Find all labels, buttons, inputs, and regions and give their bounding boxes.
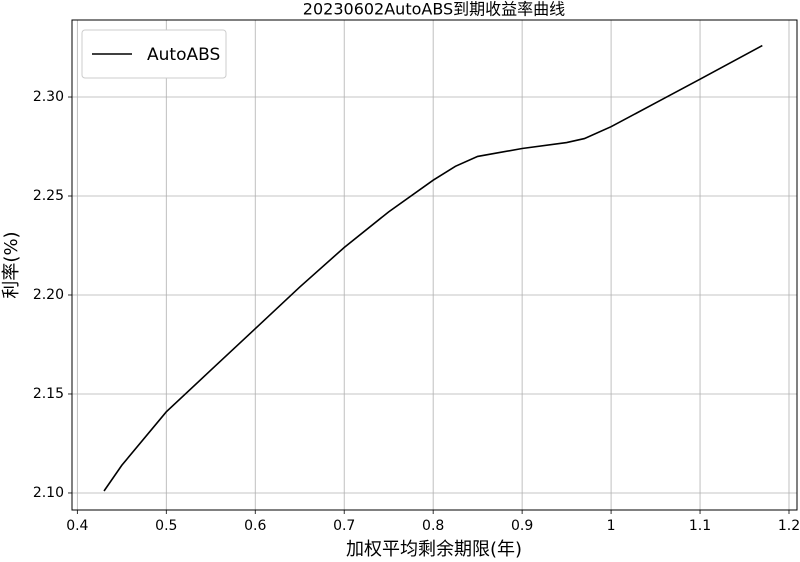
x-tick-label: 0.7 — [333, 518, 355, 534]
plot-frame — [71, 19, 798, 511]
x-tick-label: 0.4 — [66, 518, 88, 534]
y-tick-label: 2.20 — [33, 287, 64, 303]
y-tick-label: 2.10 — [33, 485, 64, 501]
x-tick-label: 0.6 — [244, 518, 266, 534]
chart-title: 20230602AutoABS到期收益率曲线 — [303, 0, 565, 19]
x-tick-label: 0.8 — [422, 518, 444, 534]
y-tick-label: 2.25 — [33, 188, 64, 204]
x-tick-label: 0.5 — [155, 518, 177, 534]
x-tick-label: 1.1 — [689, 518, 711, 534]
y-tick-label: 2.15 — [33, 386, 64, 402]
x-axis-label: 加权平均剩余期限(年) — [346, 539, 522, 560]
legend-label: AutoABS — [147, 45, 220, 65]
y-tick-label: 2.30 — [33, 89, 64, 105]
y-axis-label: 利率(%) — [1, 231, 22, 298]
legend-box — [81, 29, 227, 79]
x-tick-label: 0.9 — [511, 518, 533, 534]
line-series — [103, 44, 763, 492]
legend: AutoABS — [81, 29, 227, 79]
x-tick-label: 1 — [607, 518, 616, 534]
x-tick-label: 1.2 — [778, 518, 800, 534]
